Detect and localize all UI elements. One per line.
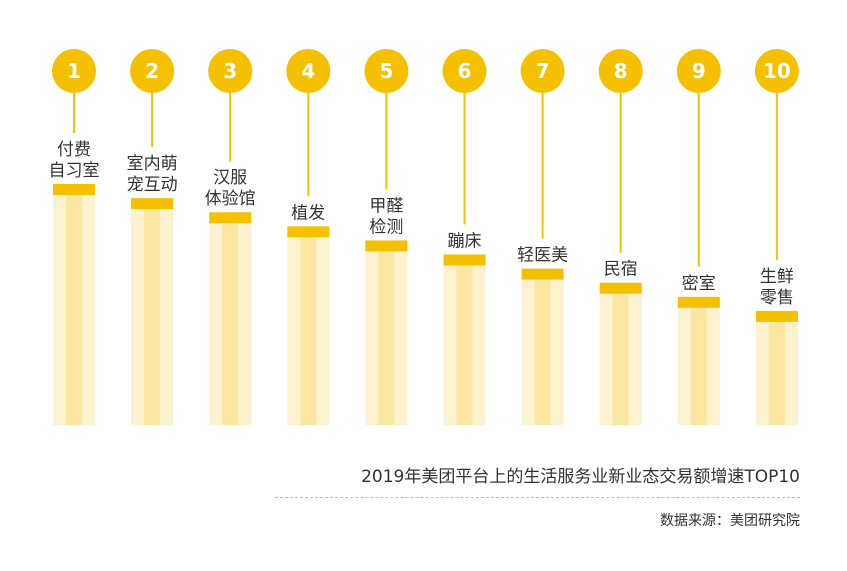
bar-cap bbox=[755, 310, 798, 322]
category-label: 蹦床 bbox=[448, 232, 482, 252]
bar-cap bbox=[443, 254, 486, 266]
bar-group: 民宿 8 bbox=[598, 49, 643, 425]
rank-badge bbox=[52, 49, 96, 93]
rank-badge bbox=[442, 49, 487, 93]
rank-badge bbox=[754, 49, 799, 93]
rank-badge bbox=[676, 49, 721, 93]
category-label: 付费 bbox=[57, 140, 91, 160]
category-label: 检测 bbox=[369, 217, 403, 237]
bar-group: 植发 4 bbox=[286, 49, 331, 425]
rank-number: 4 bbox=[301, 59, 315, 83]
bar-stripe bbox=[768, 316, 785, 425]
rank-badge bbox=[208, 49, 253, 93]
bar-cap bbox=[287, 226, 330, 238]
category-label: 生鲜 bbox=[760, 267, 794, 287]
bar-cap bbox=[53, 184, 95, 195]
bar-cap bbox=[599, 282, 642, 294]
bar-stripe bbox=[690, 302, 707, 425]
bar-cap bbox=[365, 240, 408, 252]
category-label: 室内萌 bbox=[127, 154, 178, 174]
rank-number: 10 bbox=[763, 59, 791, 83]
rank-number: 1 bbox=[67, 59, 81, 83]
bar-stripe bbox=[534, 274, 551, 425]
rank-number: 3 bbox=[223, 59, 237, 83]
rank-number: 5 bbox=[379, 59, 393, 83]
category-label: 自习室 bbox=[49, 161, 100, 181]
bar-stripe bbox=[378, 246, 395, 425]
category-label: 民宿 bbox=[604, 260, 638, 280]
bar-stripe bbox=[612, 288, 629, 425]
bar-stripe bbox=[144, 204, 161, 425]
bar-stripe bbox=[300, 232, 317, 425]
rank-badge bbox=[364, 49, 409, 93]
rank-number: 6 bbox=[458, 59, 472, 83]
bar-group: 蹦床 6 bbox=[442, 49, 487, 425]
category-label: 汉服 bbox=[213, 168, 247, 188]
category-label: 甲醛 bbox=[369, 196, 403, 216]
bar-cap bbox=[677, 296, 720, 308]
rank-number: 8 bbox=[614, 59, 628, 83]
rank-badge bbox=[598, 49, 643, 93]
bar-cap bbox=[209, 212, 252, 224]
bar-stripe bbox=[222, 218, 239, 425]
category-label: 轻医美 bbox=[517, 246, 568, 266]
chart-title: 2019年美团平台上的生活服务业新业态交易额增速TOP10 bbox=[361, 467, 800, 487]
category-label: 零售 bbox=[760, 288, 794, 308]
bar-stripe bbox=[456, 260, 473, 425]
rank-badge bbox=[130, 49, 175, 93]
title-divider bbox=[275, 497, 800, 498]
category-label: 宠互动 bbox=[127, 175, 178, 195]
rank-badge bbox=[286, 49, 331, 93]
bar-stripe bbox=[66, 190, 82, 425]
rank-number: 2 bbox=[145, 59, 159, 83]
bar-cap bbox=[521, 268, 564, 280]
category-label: 体验馆 bbox=[205, 189, 256, 209]
bar-group: 密室 9 bbox=[676, 49, 721, 425]
rank-number: 7 bbox=[536, 59, 550, 83]
rank-number: 9 bbox=[692, 59, 706, 83]
rank-badge bbox=[520, 49, 565, 93]
category-label: 密室 bbox=[682, 274, 716, 294]
data-source: 数据来源：美团研究院 bbox=[660, 513, 800, 529]
category-label: 植发 bbox=[291, 203, 325, 223]
bar-cap bbox=[131, 198, 174, 210]
bar-group: 轻医美 7 bbox=[517, 49, 568, 425]
